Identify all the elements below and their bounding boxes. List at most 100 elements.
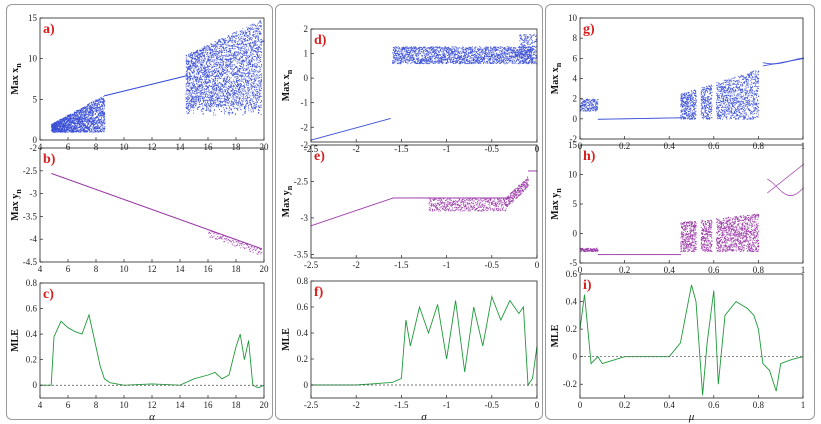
data-point — [239, 57, 240, 59]
data-point — [202, 52, 204, 54]
data-point — [68, 128, 70, 130]
data-point — [232, 39, 234, 41]
data-point — [227, 98, 229, 100]
data-point — [59, 130, 60, 132]
data-point — [213, 89, 215, 91]
data-point — [212, 82, 214, 84]
data-point — [234, 81, 236, 83]
data-point — [99, 104, 100, 106]
data-point — [188, 76, 190, 78]
data-point — [61, 128, 63, 130]
data-point — [206, 86, 208, 88]
data-point — [75, 117, 77, 119]
data-point — [94, 117, 96, 119]
data-point — [231, 48, 233, 49]
data-point — [73, 120, 74, 122]
data-point — [78, 124, 80, 126]
data-point — [226, 59, 228, 61]
data-point — [215, 74, 217, 76]
data-point — [212, 57, 214, 59]
data-point — [249, 33, 251, 35]
data-point — [82, 115, 83, 117]
data-point — [65, 129, 67, 131]
data-point — [215, 96, 216, 98]
data-point — [194, 86, 196, 88]
data-point — [216, 85, 218, 87]
data-point — [210, 97, 212, 99]
data-point — [246, 94, 248, 96]
data-point — [207, 102, 209, 104]
data-point — [74, 112, 76, 114]
data-point — [235, 66, 237, 68]
data-point — [251, 49, 253, 51]
data-point — [205, 46, 207, 48]
data-point — [225, 86, 227, 88]
data-point — [202, 54, 204, 56]
data-point — [229, 93, 231, 95]
data-point — [197, 100, 199, 101]
data-point — [75, 122, 76, 124]
data-point — [202, 53, 204, 54]
data-point — [86, 113, 88, 115]
data-point — [244, 40, 246, 42]
data-point — [220, 83, 222, 85]
data-point — [227, 69, 229, 71]
data-point — [103, 105, 105, 107]
data-point — [59, 121, 61, 123]
data-point — [235, 113, 237, 115]
data-point — [201, 56, 202, 58]
data-point — [202, 62, 204, 64]
data-point — [188, 84, 190, 86]
data-point — [78, 114, 80, 116]
data-point — [235, 76, 237, 78]
data-point — [252, 42, 254, 44]
data-point — [237, 108, 239, 110]
data-point — [205, 72, 207, 74]
data-point — [216, 57, 218, 59]
data-point — [80, 114, 81, 116]
data-point — [236, 97, 238, 99]
data-point — [216, 78, 218, 80]
data-point — [223, 72, 225, 74]
data-point — [235, 57, 237, 59]
data-point — [217, 68, 219, 70]
data-point — [101, 131, 103, 133]
data-point — [80, 131, 82, 132]
data-point — [211, 93, 213, 95]
data-point — [222, 78, 224, 80]
data-point — [95, 102, 97, 104]
data-point — [92, 114, 93, 116]
data-point — [252, 74, 254, 76]
data-point — [191, 75, 193, 77]
data-point — [104, 114, 106, 115]
data-point — [85, 127, 87, 129]
data-point — [204, 82, 206, 84]
data-point — [231, 64, 233, 66]
data-point — [189, 73, 191, 75]
data-point — [244, 38, 246, 40]
data-point — [234, 58, 236, 60]
data-point — [69, 122, 71, 124]
data-point — [87, 130, 89, 132]
data-point — [95, 100, 97, 102]
data-point — [220, 55, 222, 57]
data-point — [250, 44, 251, 46]
data-point — [87, 129, 89, 131]
data-point — [197, 74, 199, 76]
data-point — [78, 122, 80, 124]
data-point — [203, 71, 205, 73]
data-point — [189, 101, 191, 103]
data-point — [213, 62, 215, 64]
data-point — [229, 100, 231, 102]
data-point — [78, 116, 79, 118]
data-point — [212, 103, 214, 105]
data-point — [97, 128, 99, 130]
data-point — [79, 118, 81, 120]
data-point — [203, 48, 205, 50]
data-point — [200, 67, 202, 69]
data-point — [217, 41, 219, 43]
data-point — [238, 49, 240, 50]
data-point — [207, 61, 209, 63]
data-point — [230, 66, 232, 68]
data-point — [199, 71, 201, 73]
